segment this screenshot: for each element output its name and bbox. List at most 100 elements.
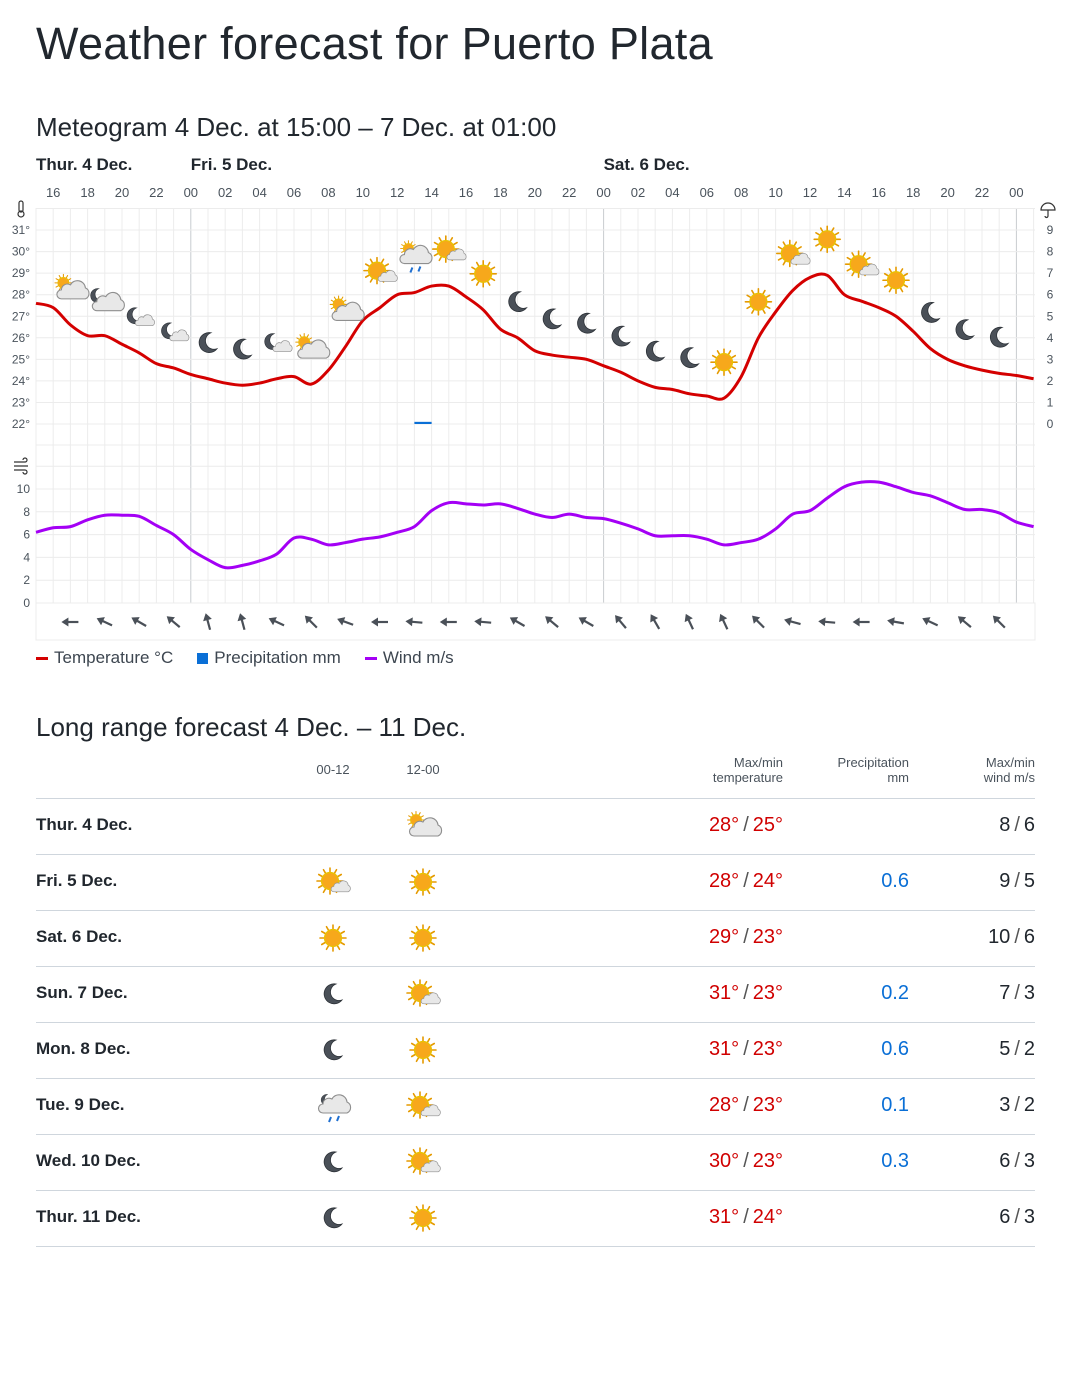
divider xyxy=(36,1190,1035,1191)
wind-direction-arrow-icon xyxy=(684,613,694,630)
max-wind: 8 xyxy=(999,814,1011,836)
weather-symbol-moon-icon xyxy=(955,319,975,340)
header-line: mm xyxy=(887,770,909,785)
min-temperature: 23° xyxy=(752,982,783,1004)
wind-direction-arrow-icon xyxy=(992,615,1006,629)
max-min-wind: 5/2 xyxy=(999,1038,1035,1060)
weather-sun-icon xyxy=(319,924,347,952)
weather-moon-icon xyxy=(323,1039,344,1061)
weather-symbol-rain-day-icon xyxy=(399,240,433,273)
precip-tick-label: 7 xyxy=(1047,266,1054,280)
weather-symbol-fair-day-icon xyxy=(775,239,811,268)
hour-tick-label: 10 xyxy=(768,185,782,200)
weather-fair-day-icon xyxy=(406,1147,441,1175)
wind-direction-arrow-icon xyxy=(166,616,181,628)
day-label: Thur. 4 Dec. xyxy=(36,155,132,174)
header-period-day: 12-00 xyxy=(406,762,440,777)
hour-tick-label: 02 xyxy=(631,185,645,200)
max-wind: 5 xyxy=(999,1038,1011,1060)
weather-symbol-sun-icon xyxy=(744,287,773,316)
day-label: Sun. 7 Dec. xyxy=(36,983,128,1002)
weather-symbol-sun-icon xyxy=(469,259,498,288)
weather-symbol-moon-icon xyxy=(233,338,253,360)
hour-tick-label: 20 xyxy=(528,185,542,200)
weather-sun-icon xyxy=(409,868,437,896)
weather-symbol-moon-icon xyxy=(508,291,528,312)
weather-sun-icon xyxy=(409,1036,437,1064)
hour-tick-label: 22 xyxy=(975,185,989,200)
weather-symbol-partly-cloudy-day-icon xyxy=(54,273,90,300)
divider xyxy=(36,910,1035,911)
wind-direction-arrow-icon xyxy=(719,613,729,630)
weather-symbol-moon-icon xyxy=(542,308,563,330)
legend-wind: Wind m/s xyxy=(364,648,454,668)
temperature-tick-label: 25° xyxy=(12,352,30,366)
min-temperature: 23° xyxy=(752,926,783,948)
precipitation-bar xyxy=(414,421,432,424)
weather-sun-icon xyxy=(409,924,437,952)
wind-direction-arrow-icon xyxy=(203,613,212,631)
max-min-temperature: 30°/23° xyxy=(708,1150,783,1172)
wind-direction-band xyxy=(35,602,1036,641)
temperature-tick-label: 28° xyxy=(12,288,30,302)
max-temperature: 31° xyxy=(708,982,740,1004)
min-temperature: 24° xyxy=(752,1206,783,1228)
max-temperature: 31° xyxy=(708,1206,740,1228)
hour-tick-label: 04 xyxy=(665,185,679,200)
max-min-temperature: 31°/23° xyxy=(708,982,783,1004)
precipitation-value: 0.6 xyxy=(881,1038,909,1060)
hour-tick-label: 08 xyxy=(734,185,748,200)
wind-direction-arrow-icon xyxy=(578,617,594,627)
wind-direction-arrow-icon xyxy=(784,617,801,626)
max-wind: 6 xyxy=(999,1206,1011,1228)
max-wind: 7 xyxy=(999,982,1011,1004)
min-temperature: 25° xyxy=(752,814,783,836)
legend-precipitation: Precipitation mm xyxy=(197,648,341,668)
min-temperature: 23° xyxy=(752,1038,783,1060)
hour-tick-label: 12 xyxy=(390,185,404,200)
precip-tick-label: 9 xyxy=(1047,223,1054,237)
weather-symbol-fair-day-icon xyxy=(431,235,467,263)
temperature-line xyxy=(35,272,1034,401)
divider xyxy=(36,1134,1035,1135)
hour-tick-label: 22 xyxy=(562,185,576,200)
day-label: Fri. 5 Dec. xyxy=(36,871,118,890)
temperature-tick-label: 22° xyxy=(12,417,30,431)
page-title: Weather forecast for Puerto Plata xyxy=(36,18,713,69)
temperature-tick-label: 23° xyxy=(12,395,30,409)
precip-tick-label: 4 xyxy=(1047,331,1054,345)
max-temperature: 31° xyxy=(708,1038,740,1060)
min-wind: 3 xyxy=(1023,982,1035,1004)
wind-direction-arrow-icon xyxy=(61,617,79,627)
weather-symbol-fair-night-icon xyxy=(264,333,293,352)
meteogram-chart: Thur. 4 Dec. Fri. 5 Dec. Sat. 6 Dec.16 18 20… xyxy=(12,155,1056,641)
precip-tick-label: 3 xyxy=(1047,352,1054,366)
weather-moon-icon xyxy=(323,983,344,1005)
weather-sun-icon xyxy=(409,1204,437,1232)
precip-tick-label: 6 xyxy=(1047,288,1054,302)
day-label: Sat. 6 Dec. xyxy=(36,927,122,946)
legend-swatch xyxy=(36,656,48,660)
weather-fair-day-icon xyxy=(406,979,441,1007)
header-temperature: Max/min temperature xyxy=(663,755,783,785)
precipitation-value: 0.2 xyxy=(881,982,909,1004)
max-min-wind: 10/6 xyxy=(988,926,1035,948)
max-temperature: 30° xyxy=(708,1150,740,1172)
weather-symbol-sun-icon xyxy=(813,225,842,254)
wind-tick-label: 6 xyxy=(23,528,30,542)
divider xyxy=(36,798,1035,799)
legend-swatch xyxy=(364,656,377,660)
hour-tick-label: 18 xyxy=(906,185,920,200)
wind-direction-arrow-icon xyxy=(268,617,285,627)
temperature-tick-label: 26° xyxy=(12,331,30,345)
max-min-wind: 9/5 xyxy=(999,870,1035,892)
hour-tick-label: 14 xyxy=(424,185,438,200)
weather-symbol-moon-icon xyxy=(611,325,631,347)
max-min-temperature: 28°/23° xyxy=(708,1094,783,1116)
hour-tick-label: 18 xyxy=(493,185,507,200)
hour-tick-label: 16 xyxy=(46,185,60,200)
wind-tick-label: 4 xyxy=(23,550,30,564)
hour-tick-label: 00 xyxy=(1009,185,1023,200)
legend-swatch xyxy=(197,652,209,664)
meteogram-title: Meteogram 4 Dec. at 15:00 – 7 Dec. at 01… xyxy=(36,112,557,142)
